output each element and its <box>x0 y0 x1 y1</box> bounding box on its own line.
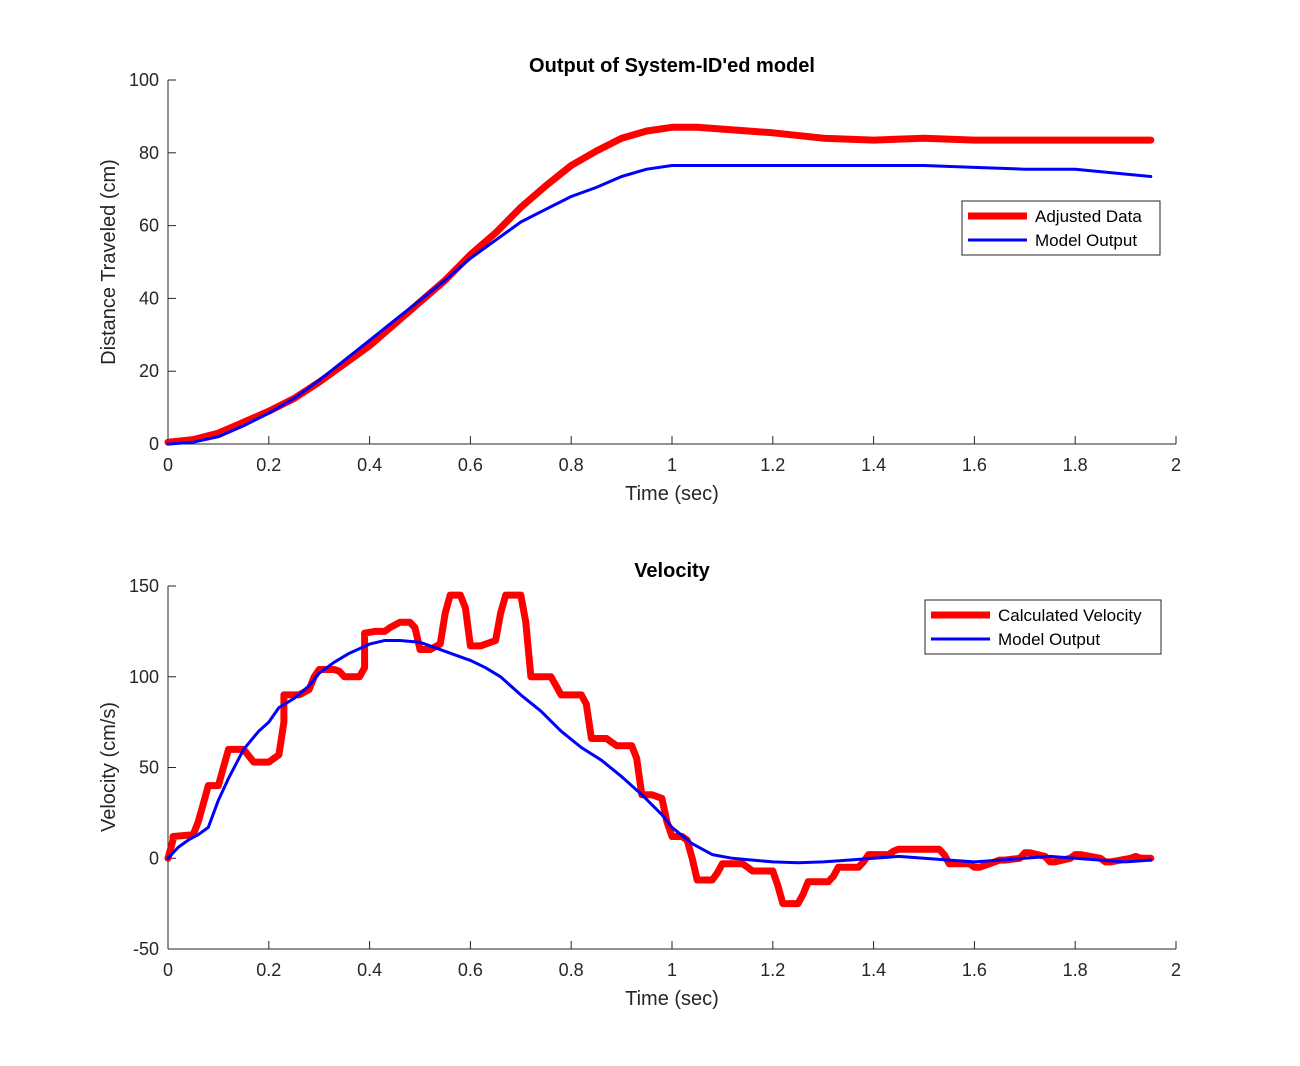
velocity-x-tick-label: 0.8 <box>559 960 584 980</box>
velocity-legend-box <box>924 599 1162 655</box>
distance-chart-title: Output of System-ID'ed model <box>529 55 815 77</box>
velocity-x-tick-label: 1.2 <box>760 960 785 980</box>
distance-x-tick-label: 0.4 <box>357 455 382 475</box>
distance-x-tick-label: 1 <box>667 455 677 475</box>
distance-series-model-output <box>166 164 1153 446</box>
distance-x-tick-label: 1.2 <box>760 455 785 475</box>
distance-x-tick-label: 1.8 <box>1063 455 1088 475</box>
distance-y-tick-label: 0 <box>149 434 159 454</box>
velocity-y-tick-label: 50 <box>139 758 159 778</box>
distance-chart: Output of System-ID'ed model 0 0.2 0.4 0.6 0… <box>98 55 1181 505</box>
velocity-chart: Velocity 0 0.2 0.4 0.6 0.8 1 1.2 1.4 1.6 1.8 2-500… <box>98 560 1181 1010</box>
velocity-series-calculated-velocity <box>164 591 1155 908</box>
velocity-y-tick-label: 150 <box>129 576 159 596</box>
velocity-x-tick-label: 1.6 <box>962 960 987 980</box>
legend-label-adjusted-data: Adjusted Data <box>1035 207 1142 226</box>
distance-y-tick-label: 40 <box>139 288 159 308</box>
distance-legend: Adjusted Data Model Output <box>961 200 1161 256</box>
velocity-y-tick-label: -50 <box>133 939 159 959</box>
distance-legend-box <box>961 200 1161 256</box>
velocity-y-tick-label: 0 <box>149 848 159 868</box>
distance-x-tick-label: 0.8 <box>559 455 584 475</box>
velocity-x-tick-label: 1.4 <box>861 960 886 980</box>
legend-label-calculated-velocity: Calculated Velocity <box>998 606 1142 625</box>
velocity-x-tick-label: 0.4 <box>357 960 382 980</box>
velocity-y-tick-label: 100 <box>129 667 159 687</box>
velocity-x-tick-label: 2 <box>1171 960 1181 980</box>
velocity-y-axis-label: Velocity (cm/s) <box>98 702 120 832</box>
velocity-x-tick-label: 0.6 <box>458 960 483 980</box>
velocity-series-model-output <box>166 639 1153 865</box>
distance-y-tick-label: 60 <box>139 216 159 236</box>
velocity-x-tick-label: 1 <box>667 960 677 980</box>
distance-x-axis-label: Time (sec) <box>625 483 719 505</box>
distance-y-tick-label: 20 <box>139 361 159 381</box>
velocity-x-tick-label: 0 <box>163 960 173 980</box>
distance-x-tick-label: 1.4 <box>861 455 886 475</box>
velocity-chart-title: Velocity <box>634 560 710 582</box>
velocity-x-tick-label: 1.8 <box>1063 960 1088 980</box>
distance-y-axis-label: Distance Traveled (cm) <box>98 159 120 365</box>
distance-y-tick-label: 100 <box>129 70 159 90</box>
distance-x-tick-label: 0.6 <box>458 455 483 475</box>
distance-x-tick-label: 0 <box>163 455 173 475</box>
distance-y-tick-label: 80 <box>139 143 159 163</box>
velocity-x-axis-label: Time (sec) <box>625 988 719 1010</box>
distance-x-tick-label: 2 <box>1171 455 1181 475</box>
velocity-x-tick-label: 0.2 <box>256 960 281 980</box>
distance-x-tick-label: 1.6 <box>962 455 987 475</box>
legend-label-model-output: Model Output <box>1035 231 1137 250</box>
distance-x-tick-label: 0.2 <box>256 455 281 475</box>
legend-label-velocity-model-output: Model Output <box>998 630 1100 649</box>
velocity-legend: Calculated Velocity Model Output <box>924 599 1162 655</box>
